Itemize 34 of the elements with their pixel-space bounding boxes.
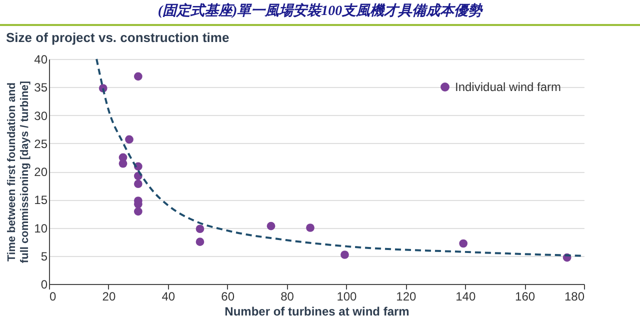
point bbox=[196, 224, 204, 234]
point bbox=[134, 180, 142, 188]
y-tick-label: 40 bbox=[34, 52, 48, 66]
point bbox=[459, 239, 468, 248]
x-tick-label: 120 bbox=[396, 290, 416, 304]
y-tick-label: 10 bbox=[34, 221, 48, 236]
x-tick-label: 180 bbox=[564, 290, 585, 304]
y-tick-label: 5 bbox=[40, 249, 48, 264]
chart-title: (固定式基座)單一風場安裝100支風機才具備成本優勢 bbox=[156, 2, 484, 21]
y-axis-title: Time between first foundation and full commissioning [days / turbine] bbox=[6, 80, 32, 264]
legend-label: Individual wind farm bbox=[455, 80, 562, 94]
x-axis-title: Number of turbines at wind farm bbox=[224, 304, 410, 318]
point bbox=[306, 224, 314, 232]
point bbox=[134, 207, 142, 216]
chart-subtitle: Size of project vs. construction time bbox=[5, 29, 230, 47]
y-tick-label: 35 bbox=[34, 80, 48, 95]
x-tick-label: 80 bbox=[280, 290, 294, 304]
x-tick-label: 20 bbox=[102, 290, 116, 304]
y-tick-label: 25 bbox=[34, 136, 48, 151]
x-tick-label: 100 bbox=[336, 290, 358, 304]
point bbox=[134, 72, 142, 81]
point bbox=[266, 222, 276, 230]
point bbox=[125, 135, 134, 144]
point bbox=[196, 238, 204, 246]
y-tick-label: 15 bbox=[34, 193, 48, 208]
y-tick-label: 20 bbox=[34, 165, 48, 179]
x-tick-label: 40 bbox=[162, 290, 176, 304]
y-tick-label: 30 bbox=[34, 108, 48, 123]
point bbox=[340, 250, 349, 259]
x-tick-label: 0 bbox=[50, 290, 56, 304]
y-tick-label: 0 bbox=[40, 278, 48, 292]
x-tick-label: 140 bbox=[456, 290, 476, 304]
x-tick-label: 160 bbox=[515, 290, 536, 304]
x-tick-label: 60 bbox=[221, 290, 235, 304]
